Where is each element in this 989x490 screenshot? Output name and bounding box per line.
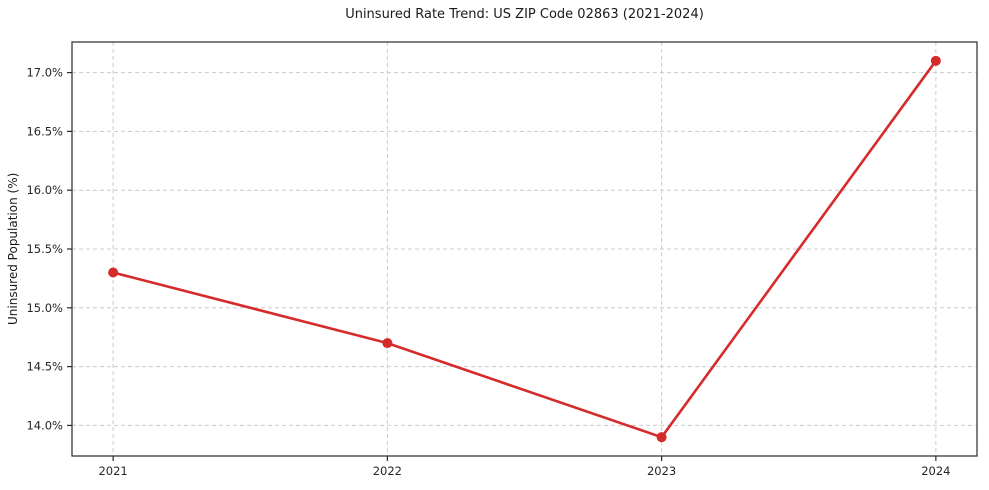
y-tick-label: 15.0% — [26, 301, 63, 315]
data-point-marker — [108, 267, 119, 278]
x-tick-label: 2024 — [921, 464, 950, 478]
y-tick-label: 16.0% — [26, 183, 63, 197]
y-tick-label: 17.0% — [26, 66, 63, 80]
y-tick-label: 15.5% — [26, 242, 63, 256]
x-tick-label: 2022 — [373, 464, 402, 478]
chart-title: Uninsured Rate Trend: US ZIP Code 02863 … — [345, 7, 704, 22]
x-tick-label: 2023 — [647, 464, 676, 478]
y-axis-label: Uninsured Population (%) — [6, 172, 20, 326]
data-point-marker — [382, 338, 393, 349]
trend-line — [111, 59, 938, 439]
y-tick-label: 14.5% — [26, 360, 63, 374]
y-tick-label: 14.0% — [26, 418, 63, 432]
data-point-marker — [930, 55, 941, 66]
data-point-marker — [656, 432, 667, 443]
y-tick-label: 16.5% — [26, 124, 63, 138]
x-tick-label: 2021 — [98, 464, 127, 478]
